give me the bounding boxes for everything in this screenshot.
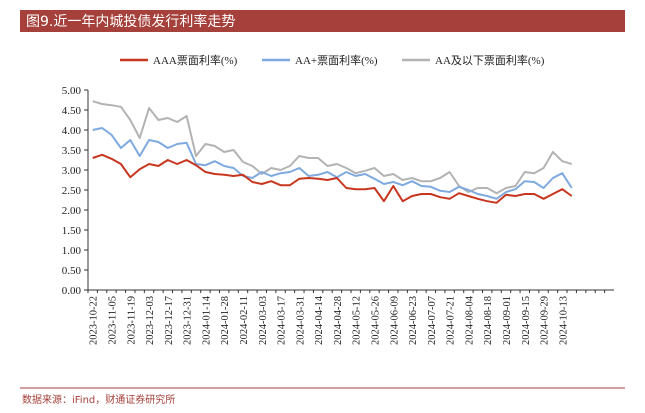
series-line <box>92 153 573 204</box>
x-tick-label: 2024-06-23 <box>408 296 419 345</box>
y-tick-label: 3.50 <box>62 145 82 157</box>
y-tick-label: 3.00 <box>62 165 82 177</box>
y-tick-label: 4.00 <box>62 125 82 137</box>
x-tick-label: 2023-11-05 <box>107 296 118 345</box>
x-tick-label: 2024-06-09 <box>389 296 400 345</box>
y-tick-label: 2.00 <box>62 205 82 217</box>
x-tick-label: 2024-05-26 <box>370 296 381 345</box>
x-tick-label: 2024-02-11 <box>239 296 250 345</box>
y-tick-label: 2.50 <box>62 185 82 197</box>
y-tick-label: 0.50 <box>62 265 82 277</box>
chart-title: 图9.近一年内城投债发行利率走势 <box>26 13 235 30</box>
source-note: 数据来源：iFind，财通证券研究所 <box>22 393 175 406</box>
series-line <box>92 100 572 195</box>
x-tick-label: 2024-09-15 <box>521 296 532 345</box>
legend-label: AA及以下票面利率(%) <box>435 53 545 67</box>
x-tick-label: 2023-12-31 <box>183 296 194 345</box>
title-bar <box>20 10 625 32</box>
y-tick-label: 0.00 <box>62 285 82 297</box>
x-tick-label: 2024-03-17 <box>277 296 288 345</box>
y-tick-label: 4.50 <box>62 105 82 117</box>
x-tick-label: 2024-08-04 <box>464 295 475 345</box>
y-tick-label: 5.00 <box>62 85 82 97</box>
y-tick-label: 1.00 <box>62 245 82 257</box>
x-tick-label: 2024-07-21 <box>446 296 457 345</box>
x-tick-label: 2024-09-01 <box>502 296 513 345</box>
x-tick-label: 2023-10-22 <box>89 296 100 345</box>
x-tick-label: 2024-07-07 <box>427 296 438 345</box>
x-tick-label: 2024-04-14 <box>314 295 325 345</box>
x-tick-label: 2024-09-29 <box>540 296 551 345</box>
x-tick-label: 2023-11-19 <box>126 296 137 345</box>
legend-label: AA+票面利率(%) <box>295 53 378 67</box>
series-line <box>92 127 573 200</box>
x-tick-label: 2024-05-12 <box>352 296 363 345</box>
x-tick-label: 2023-12-17 <box>164 296 175 345</box>
x-tick-label: 2024-03-31 <box>295 296 306 345</box>
y-tick-label: 1.50 <box>62 225 82 237</box>
x-tick-label: 2024-10-13 <box>558 296 569 345</box>
x-tick-label: 2024-04-28 <box>333 296 344 345</box>
legend-label: AAA票面利率(%) <box>153 53 238 67</box>
x-tick-label: 2024-03-03 <box>258 296 269 345</box>
x-tick-label: 2024-01-28 <box>220 296 231 345</box>
x-tick-label: 2024-08-18 <box>483 296 494 345</box>
x-tick-label: 2024-01-14 <box>201 295 212 345</box>
x-tick-label: 2023-12-03 <box>145 296 156 345</box>
